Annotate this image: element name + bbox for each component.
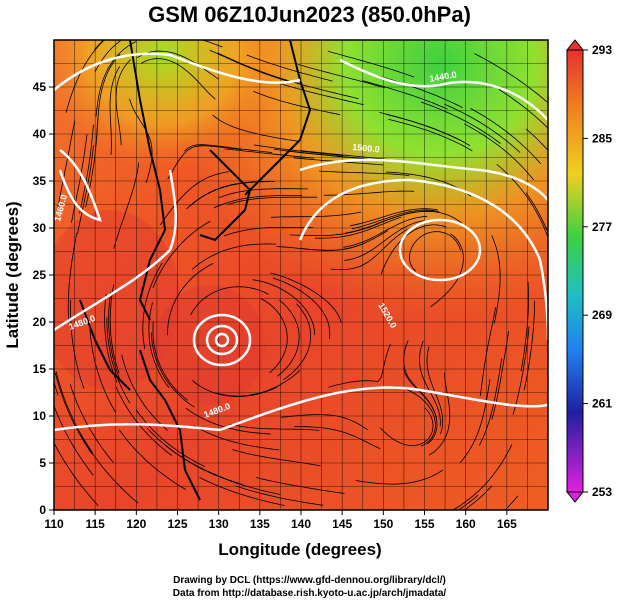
colorbar-label: 269	[592, 308, 612, 322]
contour-label: 1500.0	[352, 142, 380, 154]
x-tick-label: 155	[414, 517, 434, 531]
y-tick-label: 35	[33, 174, 47, 188]
colorbar-label: 285	[592, 131, 612, 145]
x-tick-label: 125	[167, 517, 187, 531]
y-axis-label: Latitude (degrees)	[3, 201, 22, 348]
colorbar: 293 285 277 269 261 253	[565, 39, 612, 503]
coastlines	[79, 40, 312, 501]
y-tick-label: 0	[39, 503, 46, 517]
y-tick-label: 25	[33, 268, 47, 282]
y-tick-label: 30	[33, 221, 47, 235]
x-tick-label: 130	[209, 517, 229, 531]
x-tick-label: 150	[373, 517, 393, 531]
map-title: GSM 06Z10Jun2023 (850.0hPa)	[148, 2, 471, 27]
credit-data-source: Data from http://database.rish.kyoto-u.a…	[172, 588, 447, 599]
colorbar-label: 253	[592, 485, 612, 499]
wind-streamlines	[54, 40, 548, 510]
x-tick-label: 120	[126, 517, 146, 531]
height-contours	[54, 52, 548, 432]
contour-label: 1440.0	[429, 69, 458, 84]
colorbar-label: 277	[592, 220, 612, 234]
colorbar-label: 293	[592, 43, 612, 57]
y-tick-label: 5	[39, 456, 46, 470]
y-axis-ticks: 0 5 10 15 20 25 30 35 40 45	[33, 80, 54, 517]
x-axis-label: Longitude (degrees)	[218, 540, 381, 559]
y-tick-label: 40	[33, 127, 47, 141]
x-tick-label: 145	[332, 517, 352, 531]
x-tick-label: 135	[250, 517, 270, 531]
y-tick-label: 20	[33, 315, 47, 329]
x-tick-label: 115	[85, 517, 105, 531]
x-tick-label: 110	[44, 517, 64, 531]
x-tick-label: 165	[497, 517, 517, 531]
credit-dcl: Drawing by DCL (https://www.gfd-dennou.o…	[173, 575, 446, 586]
x-tick-label: 140	[291, 517, 311, 531]
y-tick-label: 45	[33, 80, 47, 94]
x-tick-label: 160	[456, 517, 476, 531]
y-tick-label: 15	[33, 362, 47, 376]
colorbar-label: 261	[592, 397, 612, 411]
y-tick-label: 10	[33, 409, 47, 423]
x-axis-ticks: 110 115 120 125 130 135 140 145 150 155 160 165	[44, 510, 517, 531]
